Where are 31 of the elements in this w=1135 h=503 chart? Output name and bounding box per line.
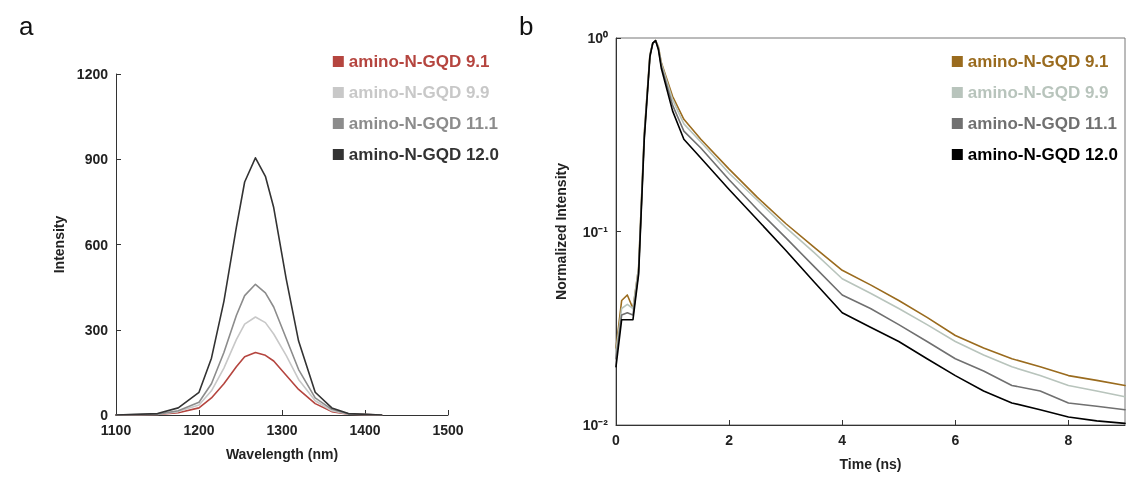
- x-tick-label: 1500: [432, 422, 464, 438]
- x-tick-label: 1400: [349, 422, 381, 438]
- x-axis-title: Time (ns): [839, 456, 902, 472]
- chart-title: b: [519, 11, 534, 41]
- legend-label: amino-N-GQD 11.1: [967, 114, 1118, 133]
- y-tick-label: 300: [84, 321, 109, 338]
- y-tick-label: 10⁻²: [582, 417, 609, 433]
- x-tick-label: 2: [725, 432, 734, 448]
- x-axis-title: Wavelength (nm): [225, 446, 339, 462]
- x-tick-label: 1200: [183, 422, 215, 438]
- y-tick-label: 10⁰: [587, 30, 608, 46]
- legend-label: amino-N-GQD 9.1: [967, 52, 1109, 71]
- x-tick-label: 8: [1064, 432, 1073, 448]
- legend-label: amino-N-GQD 9.1: [348, 52, 490, 71]
- x-tick-label: 0: [612, 432, 621, 448]
- x-tick-label: 4: [838, 432, 847, 448]
- y-tick-label: 900: [84, 151, 109, 168]
- chart-title: a: [19, 11, 34, 41]
- y-axis-title: Normalized Intensity: [553, 162, 569, 300]
- x-tick-label: 1300: [266, 422, 298, 438]
- legend-label: amino-N-GQD 9.9: [967, 83, 1109, 102]
- legend-label: amino-N-GQD 12.0: [348, 145, 500, 164]
- y-tick-label: 1200: [76, 66, 109, 82]
- legend-label: amino-N-GQD 11.1: [348, 114, 499, 133]
- x-tick-label: 1100: [100, 422, 132, 438]
- y-tick-label: 10⁻¹: [582, 223, 609, 240]
- y-tick-label: 0: [100, 407, 109, 423]
- y-tick-label: 600: [84, 236, 109, 253]
- x-tick-label: 6: [951, 432, 960, 448]
- legend-label: amino-N-GQD 12.0: [967, 145, 1119, 164]
- y-axis-title: Intensity: [50, 215, 67, 274]
